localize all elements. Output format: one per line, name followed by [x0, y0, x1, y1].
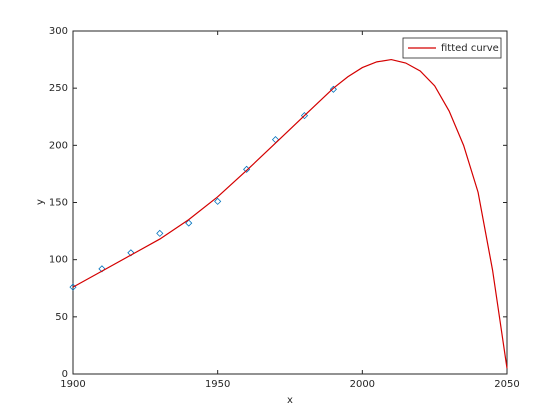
x-tick-label: 2000: [350, 379, 375, 390]
data-point: [156, 229, 164, 237]
legend-box: [402, 37, 502, 59]
data-point: [185, 219, 193, 227]
legend-label: fitted curve: [441, 43, 499, 54]
x-axis-label: x: [287, 395, 293, 406]
data-point: [127, 249, 135, 257]
plot-area: [72, 30, 508, 375]
y-tick-label: 0: [62, 369, 68, 380]
x-tick-label: 2050: [494, 379, 519, 390]
y-tick-label: 100: [49, 255, 68, 266]
data-point: [329, 85, 337, 93]
y-tick-label: 250: [49, 83, 68, 94]
y-tick-label: 200: [49, 140, 68, 151]
y-tick-label: 300: [49, 26, 68, 37]
data-point: [300, 112, 309, 120]
x-tick-label: 1950: [205, 379, 230, 390]
x-tick-label: 1900: [60, 379, 85, 390]
data-point: [214, 197, 222, 205]
y-tick-label: 150: [49, 198, 68, 209]
y-tick-label: 50: [55, 312, 68, 323]
y-axis-label: y: [35, 199, 46, 205]
data-point: [98, 265, 106, 273]
fitted-line: [72, 58, 508, 369]
